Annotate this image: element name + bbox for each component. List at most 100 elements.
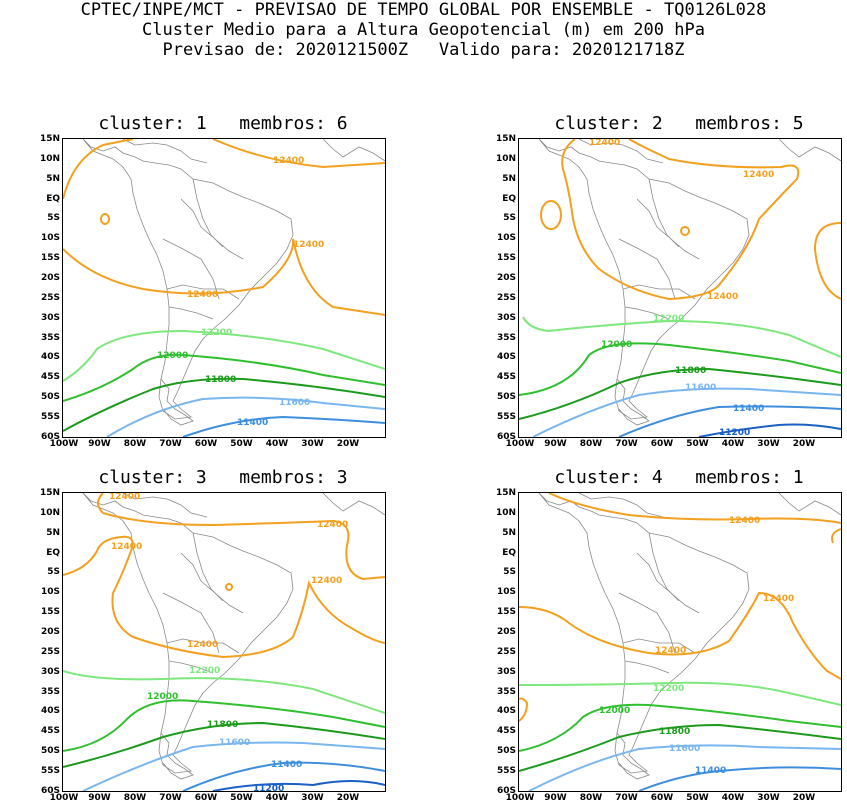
coastline — [82, 493, 385, 780]
lon-tick-label: 40W — [721, 793, 745, 803]
lat-tick-label: 60S — [40, 785, 60, 796]
lon-tick-label: 50W — [230, 439, 253, 449]
lat-tick-label: 15S — [496, 607, 516, 618]
lat-tick-label: EQ — [46, 193, 60, 204]
lat-tick-label: 15N — [39, 488, 60, 498]
contour-12400-east — [831, 528, 841, 544]
contour-12200 — [522, 316, 841, 358]
lon-tick-label: 50W — [686, 439, 709, 449]
lat-tick-label: 35S — [40, 686, 60, 697]
lat-tick-label: 50S — [496, 392, 516, 403]
label-12200: 12200 — [201, 328, 232, 338]
lon-tick-label: 90W — [544, 439, 567, 449]
map-panel-3: 12400 12400 12400 12400 12400 12200 1200… — [62, 492, 386, 792]
label-12400: 12400 — [273, 156, 304, 166]
lat-tick-label: 30S — [40, 312, 60, 323]
contour-12400-small — [519, 697, 529, 722]
lon-tick-label: 30W — [301, 793, 324, 803]
lon-tick-label: 90W — [88, 439, 111, 449]
lon-tick-label: 40W — [265, 439, 289, 449]
label-12400: 12400 — [743, 170, 774, 180]
lon-tick-label: 20W — [792, 793, 816, 803]
lon-tick-label: 70W — [159, 793, 182, 803]
lat-tick-label: 10N — [495, 507, 516, 518]
lat-tick-label: 20S — [496, 626, 516, 637]
lon-tick-label: 100W — [49, 439, 79, 449]
lat-tick-label: 60S — [496, 785, 516, 796]
label-11400: 11400 — [237, 418, 268, 428]
contour-11800 — [519, 723, 841, 772]
map-panel-2: 12400 12400 12400 12200 12000 11800 1160… — [518, 138, 842, 438]
label-11200: 11200 — [719, 428, 750, 437]
label-12400: 12400 — [187, 640, 218, 650]
lat-tick-label: 25S — [40, 292, 60, 303]
contour-12000 — [519, 703, 841, 752]
lat-tick-label: 5N — [502, 173, 516, 184]
lon-tick-label: 80W — [579, 793, 603, 803]
label-11800: 11800 — [675, 366, 706, 376]
lat-tick-label: 5S — [503, 567, 516, 578]
lat-tick-label: 10S — [496, 587, 516, 598]
lat-tick-label: 30S — [496, 666, 516, 677]
lat-tick-label: 35S — [40, 332, 60, 343]
label-11600: 11600 — [279, 398, 310, 408]
lat-tick-label: 15N — [495, 488, 516, 498]
lon-tick-label: 30W — [757, 439, 780, 449]
label-11400: 11400 — [271, 760, 302, 770]
contour-11800 — [63, 721, 385, 768]
contour-11400 — [182, 415, 385, 437]
lat-tick-label: 55S — [40, 765, 60, 776]
map-panel-1: 12400 12400 12400 12200 12000 11800 1160… — [62, 138, 386, 438]
contour-12400-east — [813, 222, 841, 300]
lat-tick-label: 25S — [40, 646, 60, 657]
lat-tick-label: 55S — [496, 411, 516, 422]
contour-12400-small — [540, 200, 562, 230]
label-11600: 11600 — [219, 738, 250, 748]
header-line-1: CPTEC/INPE/MCT - PREVISAO DE TEMPO GLOBA… — [80, 0, 767, 20]
label-11200: 11200 — [253, 784, 284, 791]
label-12400: 12400 — [111, 542, 142, 552]
lat-tick-label: 15S — [40, 607, 60, 618]
contour-12400-north — [548, 493, 841, 524]
coastline — [538, 139, 841, 426]
contour-12400-closed — [561, 139, 800, 301]
contour-12400-north — [97, 493, 385, 581]
lat-tick-label: 30S — [496, 312, 516, 323]
contour-12400-west — [519, 591, 841, 680]
label-11800: 11800 — [659, 727, 690, 737]
lat-tick-label: 45S — [40, 372, 60, 383]
lat-tick-label: 5N — [46, 527, 60, 538]
lat-tick-label: 55S — [496, 765, 516, 776]
lat-tick-label: 40S — [496, 352, 516, 363]
panel-1-title: cluster: 1 membros: 6 — [98, 113, 348, 134]
lat-tick-label: EQ — [502, 193, 516, 204]
contour-12400-small — [100, 213, 110, 225]
label-11600: 11600 — [669, 744, 700, 754]
lat-tick-label: 15N — [495, 134, 516, 144]
lat-tick-label: 45S — [496, 726, 516, 737]
lon-tick-label: 70W — [615, 793, 638, 803]
lon-tick-label: 80W — [123, 439, 147, 449]
label-12400: 12400 — [589, 139, 620, 148]
contour-12000 — [519, 342, 841, 396]
header-line-2: Cluster Medio para a Altura Geopotencial… — [142, 20, 705, 40]
lat-tick-label: 15N — [39, 134, 60, 144]
contour-12200 — [63, 670, 385, 714]
lat-tick-label: 50S — [496, 746, 516, 757]
contour-11200 — [698, 423, 841, 437]
label-12400: 12400 — [317, 520, 348, 530]
lon-tick-label: 30W — [757, 793, 780, 803]
contour-11600 — [106, 396, 385, 437]
contour-12400-closed — [63, 238, 385, 316]
label-12200: 12200 — [653, 684, 684, 694]
lon-tick-label: 50W — [230, 793, 253, 803]
label-12000: 12000 — [599, 706, 630, 716]
lat-tick-label: 45S — [40, 726, 60, 737]
label-12400: 12400 — [293, 240, 324, 250]
contour-12400-small — [225, 583, 233, 591]
lon-tick-label: 100W — [505, 439, 535, 449]
header-line-3: Previsao de: 2020121500Z Valido para: 20… — [162, 40, 685, 60]
lat-tick-label: 25S — [496, 292, 516, 303]
lat-tick-label: 20S — [40, 272, 60, 283]
contour-12400-west — [63, 535, 385, 659]
